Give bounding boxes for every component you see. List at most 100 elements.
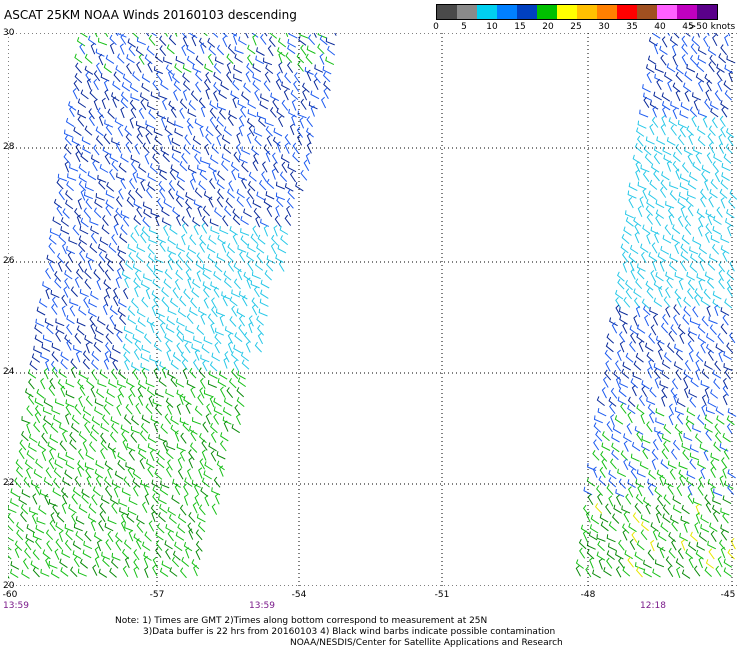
wind-barb <box>64 269 73 280</box>
wind-barb <box>727 408 737 417</box>
wind-barb <box>675 71 683 83</box>
wind-barb <box>241 295 248 307</box>
wind-barb <box>163 198 173 208</box>
wind-barb <box>191 417 202 425</box>
wind-barb <box>174 63 183 73</box>
wind-barb <box>125 133 133 145</box>
wind-barb <box>661 36 668 48</box>
wind-barb <box>88 108 95 120</box>
wind-barb <box>269 33 278 39</box>
wind-barb <box>189 442 198 453</box>
wind-barb <box>135 187 143 199</box>
wind-barb <box>698 252 706 263</box>
wind-barb <box>688 389 698 398</box>
wind-barb <box>221 241 227 253</box>
wind-barb <box>229 296 238 307</box>
wind-barb <box>306 116 313 128</box>
wind-barb <box>51 342 61 352</box>
wind-barb <box>217 234 226 245</box>
wind-barb <box>171 137 181 147</box>
wind-barb <box>151 479 161 489</box>
wind-barb <box>634 231 640 244</box>
wind-barb <box>109 567 117 578</box>
wind-barb <box>128 496 138 506</box>
wind-barb <box>158 180 166 192</box>
wind-barb <box>663 494 671 505</box>
wind-barb <box>586 541 596 550</box>
wind-barb <box>630 244 639 255</box>
wind-barb <box>636 263 646 272</box>
wind-barb <box>97 316 106 326</box>
wind-barb <box>236 308 246 318</box>
wind-barb <box>620 402 627 414</box>
wind-barb <box>160 80 169 91</box>
wind-barb <box>122 215 130 227</box>
wind-barb <box>627 479 636 489</box>
legend-swatch <box>657 5 677 19</box>
wind-barb <box>648 469 657 480</box>
wind-barb <box>130 154 140 164</box>
wind-barb <box>169 567 178 577</box>
wind-barb <box>101 97 106 110</box>
wind-barb <box>209 116 216 128</box>
wind-barb <box>231 423 240 434</box>
wind-barb <box>637 205 643 218</box>
wind-barb <box>659 474 664 487</box>
wind-barb <box>78 395 84 408</box>
wind-barb <box>300 44 307 56</box>
wind-barb <box>680 515 690 524</box>
wind-barb <box>691 36 700 47</box>
wind-barb <box>634 562 645 570</box>
wind-barb <box>212 33 219 38</box>
wind-barb <box>292 142 300 154</box>
wind-barb <box>691 92 701 101</box>
wind-barb <box>608 495 614 507</box>
wind-barb <box>306 142 312 154</box>
wind-barb <box>123 539 132 550</box>
wind-barb <box>217 378 227 388</box>
wind-barb <box>720 323 728 335</box>
wind-barb <box>278 51 283 64</box>
wind-barb <box>207 380 217 388</box>
wind-barb <box>199 234 207 246</box>
wind-barb <box>256 243 265 254</box>
wind-barb <box>175 56 185 65</box>
wind-barb <box>694 433 703 444</box>
wind-barb <box>84 53 93 64</box>
wind-barb <box>240 235 249 246</box>
wind-barb <box>645 503 651 515</box>
wind-barb <box>701 368 710 379</box>
wind-barb <box>66 180 74 192</box>
wind-barb <box>189 307 198 317</box>
wind-barb <box>125 260 134 271</box>
wind-barb <box>85 467 92 479</box>
wind-barb <box>283 89 289 101</box>
wind-barb <box>728 198 736 209</box>
wind-barb <box>65 451 75 461</box>
wind-barb <box>120 224 128 236</box>
wind-barb <box>93 98 99 111</box>
wind-barb <box>77 115 85 127</box>
wind-barb <box>61 243 67 255</box>
wind-barb <box>609 458 617 470</box>
wind-barb <box>695 359 701 372</box>
wind-barb <box>241 177 247 189</box>
wind-barb <box>610 387 618 399</box>
wind-barb <box>714 170 721 183</box>
wind-barb <box>210 422 218 434</box>
wind-barb <box>84 268 92 279</box>
wind-barb <box>628 182 638 192</box>
wind-barb <box>197 394 204 406</box>
wind-barb <box>596 485 603 497</box>
wind-barb <box>10 561 20 570</box>
wind-barb <box>675 558 684 568</box>
wind-barb <box>82 440 88 452</box>
wind-barb <box>176 389 186 399</box>
wind-barb <box>697 460 707 470</box>
wind-barb <box>194 153 201 165</box>
wind-barb <box>611 449 619 461</box>
wind-barb <box>118 298 127 308</box>
wind-barb <box>228 180 234 192</box>
wind-barb <box>76 214 82 226</box>
wind-barb <box>305 127 314 138</box>
